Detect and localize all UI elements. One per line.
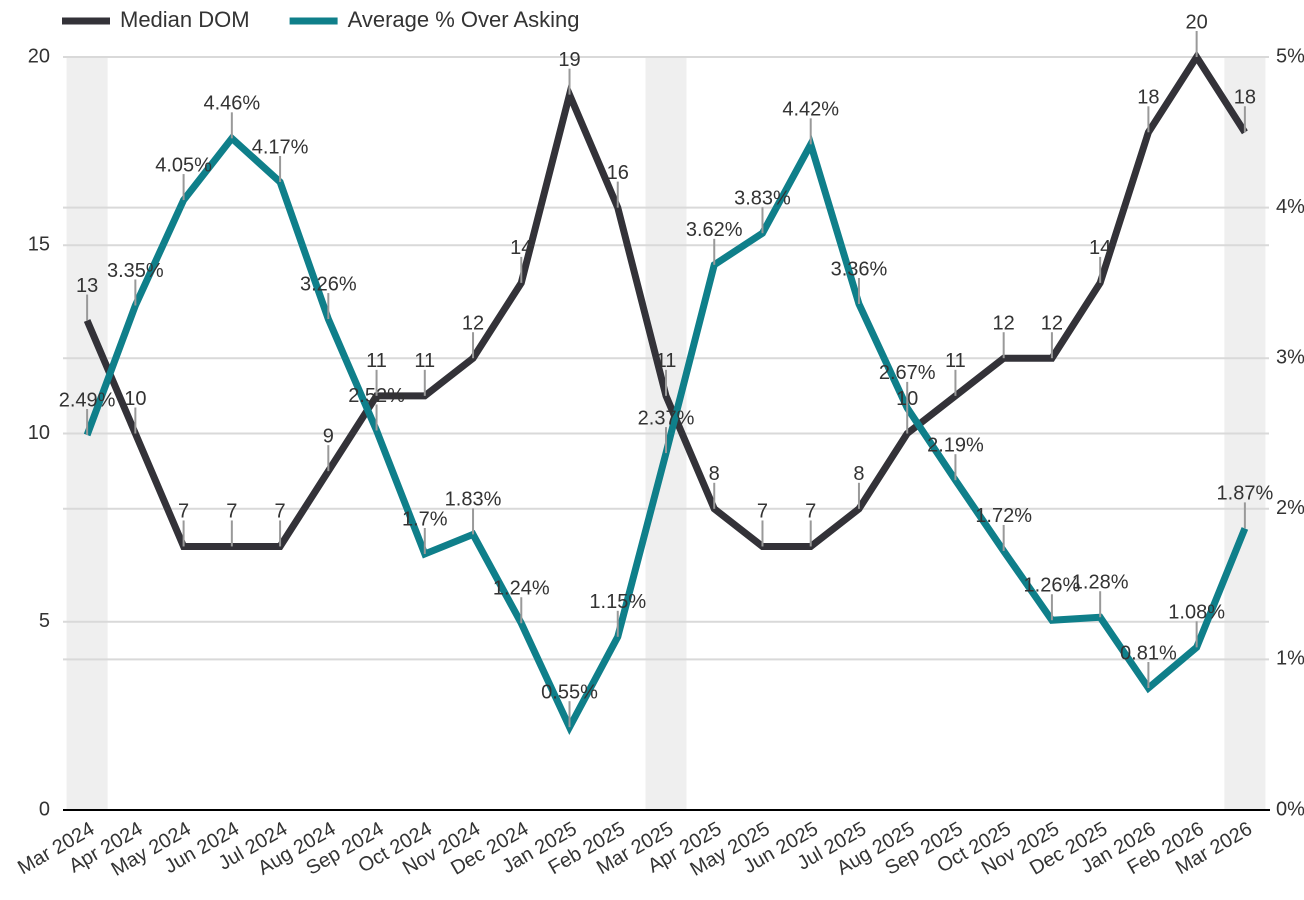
- data-label: 1.28%: [1072, 572, 1129, 594]
- data-label: 3.62%: [686, 219, 743, 241]
- y2-tick-label: 0%: [1276, 798, 1304, 820]
- data-label: 3.26%: [300, 273, 357, 295]
- y-tick-label: 5: [39, 610, 50, 632]
- data-label: 9: [323, 425, 334, 447]
- data-label: 1.7%: [402, 508, 448, 530]
- y-tick-label: 15: [28, 234, 50, 256]
- data-label: 7: [226, 501, 237, 523]
- data-label: 10: [124, 388, 146, 410]
- data-label: 2.37%: [638, 407, 695, 429]
- data-label: 8: [853, 463, 864, 485]
- data-label: 12: [1041, 312, 1063, 334]
- data-label: 20: [1186, 11, 1208, 33]
- data-label: 0.55%: [541, 681, 598, 703]
- y2-tick-label: 5%: [1276, 45, 1304, 67]
- data-label: 4.05%: [155, 154, 212, 176]
- data-label: 7: [275, 501, 286, 523]
- y-tick-label: 10: [28, 422, 50, 444]
- y2-tick-label: 2%: [1276, 497, 1304, 519]
- data-label: 4.46%: [203, 93, 260, 115]
- data-label: 1.87%: [1217, 483, 1274, 505]
- data-label: 16: [607, 162, 629, 184]
- data-label: 18: [1137, 87, 1159, 109]
- data-label: 2.49%: [59, 389, 116, 411]
- data-label: 4.17%: [252, 136, 309, 158]
- data-label: 13: [76, 275, 98, 297]
- data-label: 3.83%: [734, 187, 791, 209]
- data-label: 14: [510, 237, 532, 259]
- y2-tick-label: 4%: [1276, 196, 1304, 218]
- data-label: 3.35%: [107, 260, 164, 282]
- data-label: 1.15%: [589, 591, 646, 613]
- data-label: 11: [945, 350, 966, 372]
- data-label: 14: [1089, 237, 1111, 259]
- y2-tick-label: 3%: [1276, 346, 1304, 368]
- legend-label: Average % Over Asking: [348, 7, 580, 32]
- data-label: 2.19%: [927, 434, 984, 456]
- data-label: 12: [993, 312, 1015, 334]
- data-label: 1.26%: [1024, 575, 1081, 597]
- data-label: 1.72%: [975, 505, 1032, 527]
- data-label: 18: [1234, 87, 1256, 109]
- data-label: 11: [656, 350, 677, 372]
- data-label: 19: [558, 49, 580, 71]
- data-label: 1.24%: [493, 578, 550, 600]
- data-label: 4.42%: [782, 99, 839, 121]
- data-label: 7: [805, 501, 816, 523]
- data-label: 11: [366, 350, 387, 372]
- y2-tick-label: 1%: [1276, 648, 1304, 670]
- y-tick-label: 20: [28, 45, 50, 67]
- data-label: 7: [178, 501, 189, 523]
- data-label: 11: [414, 350, 435, 372]
- data-label: 12: [462, 312, 484, 334]
- data-label: 8: [709, 463, 720, 485]
- data-label: 1.83%: [445, 489, 502, 511]
- data-label: 3.36%: [831, 258, 888, 280]
- data-label: 2.67%: [879, 362, 936, 384]
- data-label: 1.08%: [1168, 602, 1225, 624]
- legend-label: Median DOM: [120, 7, 250, 32]
- data-label: 2.52%: [348, 385, 405, 407]
- data-label: 7: [757, 501, 768, 523]
- data-label: 0.81%: [1120, 642, 1177, 664]
- y-tick-label: 0: [39, 798, 50, 820]
